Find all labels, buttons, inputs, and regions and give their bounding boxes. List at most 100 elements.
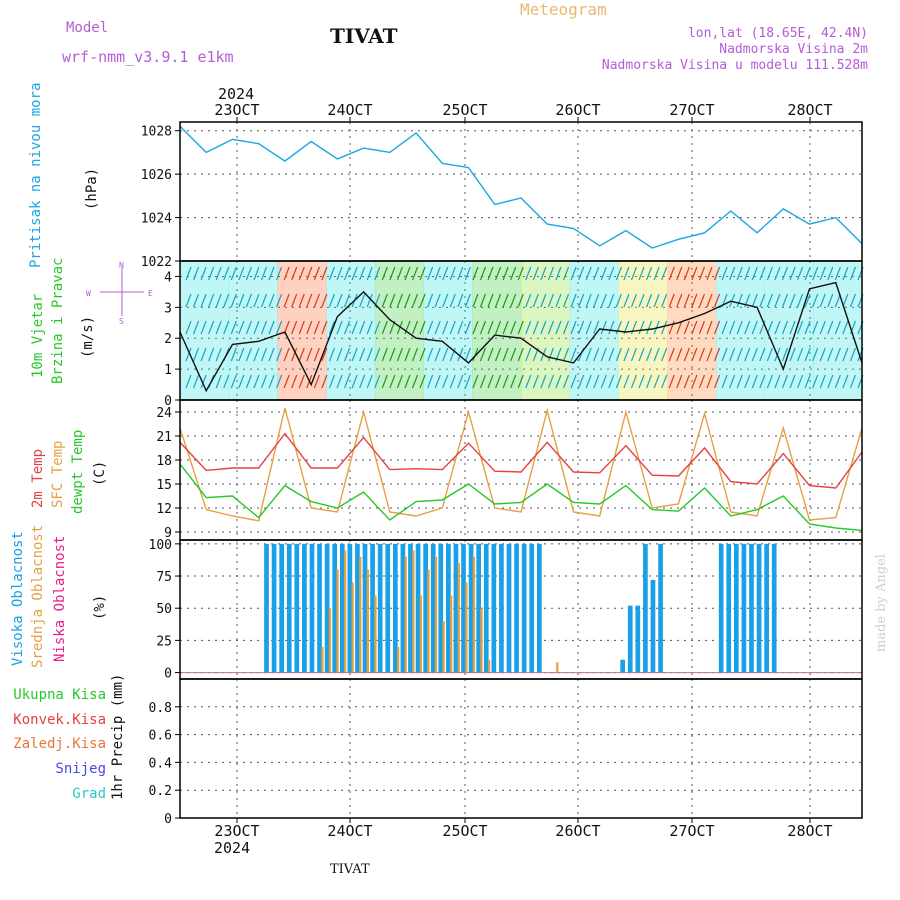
wind-barb [192, 293, 200, 308]
wind-barb [630, 347, 638, 362]
wind-barb [442, 320, 449, 335]
temp-2m-line [179, 432, 863, 489]
wind-barb [691, 347, 698, 362]
wind-barb [585, 374, 592, 389]
wind-barb [615, 266, 622, 281]
wind-barb [668, 347, 675, 362]
wind-barb [819, 266, 826, 281]
wind-barb [797, 347, 804, 362]
wind-barb [842, 347, 849, 362]
high-cloud-bar [627, 605, 633, 673]
wind-barb [593, 347, 600, 362]
wind-barb [381, 347, 388, 362]
wind-barb [578, 293, 585, 308]
wind-barb [366, 320, 373, 335]
wind-barb [464, 320, 471, 335]
legend-konvek: Konvek.Kisa [13, 712, 106, 728]
high-cloud-bar [741, 543, 747, 673]
high-cloud-bar [643, 543, 648, 673]
wind-barb [698, 374, 705, 389]
wind-barb [291, 347, 298, 362]
mid-cloud-bar [404, 556, 407, 673]
high-cloud-bar [536, 543, 542, 673]
wind-barb [298, 266, 305, 281]
high-cloud-bar [476, 543, 482, 673]
wind-barb [434, 266, 441, 281]
mid-cloud-bar [487, 659, 491, 673]
wind-barb [562, 374, 570, 389]
footer-station: TIVAT [330, 862, 370, 877]
wind-barb [245, 320, 252, 335]
wind-barb [547, 347, 554, 362]
wind-barb [245, 266, 252, 281]
wind-barb [555, 293, 562, 308]
wind-barb [396, 374, 403, 389]
wind-barb [510, 374, 517, 389]
wind-barb [570, 374, 577, 389]
wind-barb [487, 374, 494, 389]
wind-barb [253, 320, 260, 335]
legend-zaledj: Zaledj.Kisa [13, 736, 106, 752]
high-cloud-bar [620, 659, 626, 673]
wind-barb [200, 374, 207, 389]
wind-barb [404, 320, 411, 335]
high-cloud-bar [279, 543, 285, 673]
wind-barb [374, 320, 381, 335]
high-cloud-bar [658, 543, 663, 673]
wind-barb [819, 293, 826, 308]
mid-cloud-bar [457, 563, 460, 673]
wind-barb [812, 347, 819, 362]
wind-barb [608, 374, 615, 389]
wind-barb [306, 347, 313, 362]
high-cloud-bar [438, 543, 444, 673]
wind-barb [268, 293, 275, 308]
wind-barb [366, 347, 373, 362]
wind-barb [192, 347, 200, 362]
wind-barb [223, 266, 230, 281]
wind-barb [215, 320, 222, 335]
wind-barb [721, 266, 728, 281]
wind-barb [449, 374, 456, 389]
wind-barb [789, 320, 796, 335]
wind-barb [510, 320, 517, 335]
model-label: Model [66, 20, 109, 36]
wind-barb [525, 266, 532, 281]
wind-barb [260, 320, 268, 335]
wind-barb [849, 266, 857, 281]
wind-barb [834, 320, 841, 335]
wind-barb [374, 266, 381, 281]
wind-barb [419, 374, 426, 389]
mid-cloud-bar [419, 595, 423, 673]
wind-barb [427, 374, 434, 389]
wind-barb [245, 374, 252, 389]
wind-barb [706, 266, 713, 281]
high-cloud-bar [385, 543, 391, 673]
mid-cloud-bar [412, 550, 415, 673]
wind-barb [442, 293, 449, 308]
y-tick-label: 3 [164, 301, 172, 316]
wind-barb [661, 347, 668, 362]
wind-barb [706, 320, 713, 335]
high-cloud-bar [453, 543, 459, 673]
wind-barb [200, 347, 207, 362]
wind-barb [487, 320, 494, 335]
wind-barb [819, 347, 826, 362]
wind-barb [427, 320, 434, 335]
high-cloud-bar [718, 543, 724, 673]
wind-barb [774, 320, 781, 335]
wind-barb [366, 266, 373, 281]
mid-cloud-bar [472, 556, 476, 673]
wind-barb [487, 347, 494, 362]
wind-barb [751, 293, 758, 308]
wind-barb [751, 320, 758, 335]
bottom-date-label: 27OCT [669, 822, 714, 840]
wind-barb [502, 374, 509, 389]
wind-barb [540, 374, 547, 389]
mid-cloud-bar [397, 646, 400, 673]
wind-barb [472, 293, 479, 308]
wind-barb [812, 293, 819, 308]
wind-barb [525, 293, 532, 308]
wind-barb [389, 374, 396, 389]
wind-barb [585, 347, 592, 362]
wind-barb [479, 293, 487, 308]
